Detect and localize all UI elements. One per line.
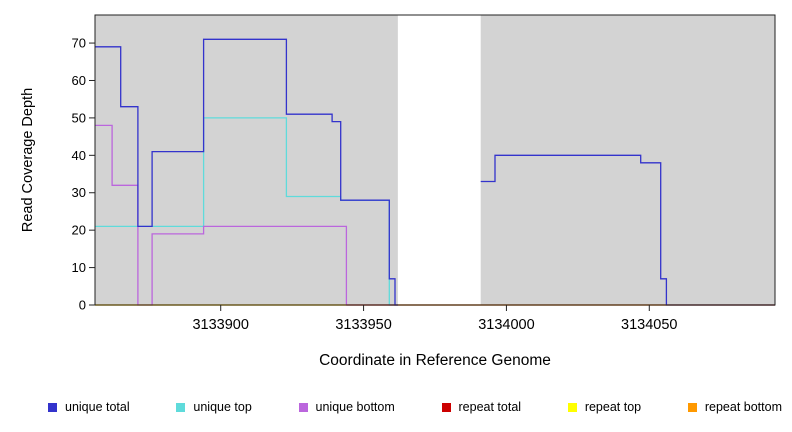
y-tick-label: 70 — [72, 36, 86, 51]
legend-item-repeat-total: repeat total — [441, 400, 522, 414]
y-tick-label: 0 — [79, 298, 86, 313]
x-tick-label: 3134000 — [478, 317, 534, 333]
coverage-plot: 0 10 20 30 40 50 60 70 3133900 3133950 3134000 3134… — [72, 14, 776, 333]
legend-swatch-repeat-top — [567, 402, 577, 412]
legend-item-unique-top: unique top — [176, 400, 252, 414]
y-tick-label: 50 — [72, 110, 86, 125]
legend-label: unique total — [65, 400, 130, 414]
legend-item-unique-total: unique total — [48, 400, 130, 414]
x-axis-label: Coordinate in Reference Genome — [319, 352, 551, 369]
legend-label: unique top — [193, 400, 252, 414]
plot-frame — [94, 14, 776, 306]
legend-label: repeat top — [584, 400, 642, 414]
y-tick-label: 60 — [72, 73, 86, 88]
legend-label: repeat total — [458, 400, 522, 414]
legend-label: repeat bottom — [704, 400, 782, 414]
legend-item-unique-bottom: unique bottom — [298, 400, 395, 414]
y-tick-label: 40 — [72, 148, 86, 163]
uncovered-gap-region — [397, 15, 481, 305]
x-tick-label: 3133950 — [335, 317, 391, 333]
legend-label: unique bottom — [315, 400, 395, 414]
y-tick-label: 20 — [72, 223, 86, 238]
series-unique-total — [480, 154, 775, 306]
legend-swatch-repeat-total — [441, 402, 451, 412]
x-tick-label: 3133900 — [192, 317, 248, 333]
legend-item-repeat-bottom: repeat bottom — [687, 400, 782, 414]
y-tick-label: 10 — [72, 260, 86, 275]
series-unique-total — [95, 38, 398, 306]
legend-swatch-unique-total — [48, 402, 57, 412]
legend-swatch-unique-top — [176, 402, 186, 412]
y-axis-label: Read Coverage Depth — [20, 87, 36, 233]
legend-item-repeat-top: repeat top — [567, 400, 642, 414]
legend-swatch-repeat-bottom — [687, 402, 697, 412]
x-tick-label: 3134050 — [621, 317, 677, 333]
legend-swatch-unique-bottom — [298, 402, 308, 412]
legend: unique total unique top unique bottom repea… — [0, 400, 792, 414]
series-unique-bottom — [95, 124, 398, 306]
y-tick-label: 30 — [72, 185, 86, 200]
